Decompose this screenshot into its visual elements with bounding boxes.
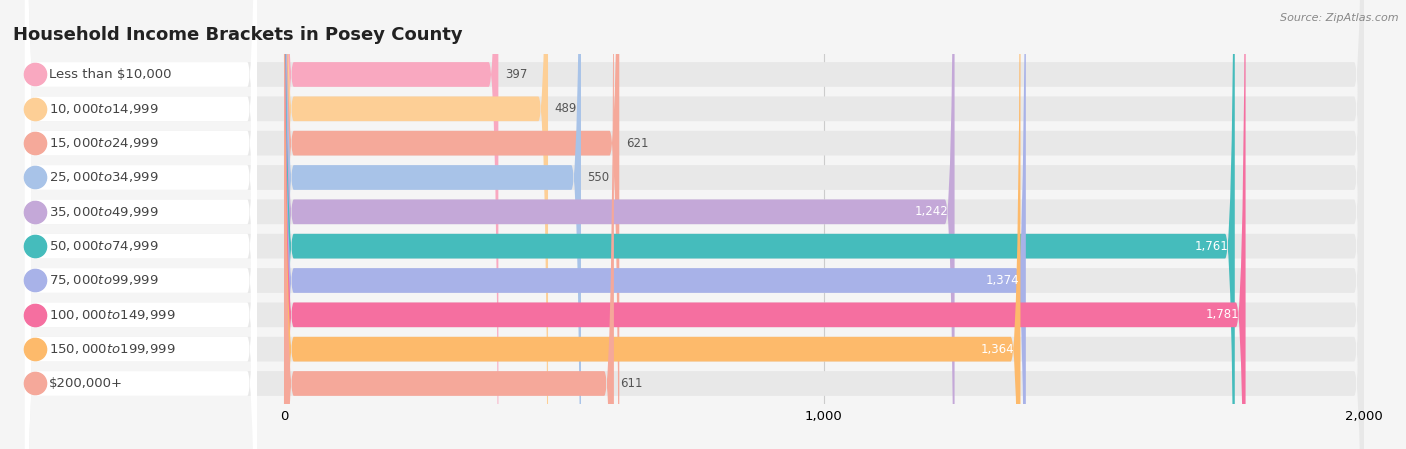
Text: Less than $10,000: Less than $10,000 [49,68,172,81]
FancyBboxPatch shape [284,0,1246,449]
Text: 489: 489 [554,102,576,115]
Text: $35,000 to $49,999: $35,000 to $49,999 [49,205,159,219]
FancyBboxPatch shape [25,0,1364,449]
FancyBboxPatch shape [284,0,548,449]
Text: 550: 550 [588,171,610,184]
FancyBboxPatch shape [25,0,257,449]
FancyBboxPatch shape [284,0,498,449]
FancyBboxPatch shape [284,0,1234,449]
Text: 1,242: 1,242 [914,205,948,218]
Text: 1,374: 1,374 [986,274,1019,287]
FancyBboxPatch shape [25,0,1364,449]
FancyBboxPatch shape [25,0,1364,449]
FancyBboxPatch shape [25,0,1364,449]
Text: 397: 397 [505,68,527,81]
Text: 1,364: 1,364 [980,343,1014,356]
Text: Source: ZipAtlas.com: Source: ZipAtlas.com [1281,13,1399,23]
FancyBboxPatch shape [25,0,1364,449]
Text: 611: 611 [620,377,643,390]
FancyBboxPatch shape [25,0,257,449]
FancyBboxPatch shape [25,0,1364,449]
Text: $100,000 to $149,999: $100,000 to $149,999 [49,308,176,322]
FancyBboxPatch shape [284,0,1021,449]
Text: $10,000 to $14,999: $10,000 to $14,999 [49,102,159,116]
FancyBboxPatch shape [284,0,955,449]
Text: 1,761: 1,761 [1195,240,1229,253]
Text: $15,000 to $24,999: $15,000 to $24,999 [49,136,159,150]
FancyBboxPatch shape [284,0,581,449]
FancyBboxPatch shape [25,0,257,449]
FancyBboxPatch shape [25,0,257,449]
FancyBboxPatch shape [284,0,619,449]
FancyBboxPatch shape [25,0,1364,449]
FancyBboxPatch shape [25,0,257,449]
FancyBboxPatch shape [25,0,257,449]
Text: 621: 621 [626,136,648,150]
FancyBboxPatch shape [25,0,257,449]
FancyBboxPatch shape [284,0,1026,449]
FancyBboxPatch shape [25,0,257,449]
FancyBboxPatch shape [284,0,614,449]
FancyBboxPatch shape [25,0,1364,449]
Text: $75,000 to $99,999: $75,000 to $99,999 [49,273,159,287]
Text: $50,000 to $74,999: $50,000 to $74,999 [49,239,159,253]
FancyBboxPatch shape [25,0,257,449]
Text: Household Income Brackets in Posey County: Household Income Brackets in Posey Count… [13,26,463,44]
Text: $25,000 to $34,999: $25,000 to $34,999 [49,171,159,185]
Text: $150,000 to $199,999: $150,000 to $199,999 [49,342,176,356]
FancyBboxPatch shape [25,0,257,449]
FancyBboxPatch shape [25,0,1364,449]
Text: $200,000+: $200,000+ [49,377,122,390]
Text: 1,781: 1,781 [1205,308,1239,321]
FancyBboxPatch shape [25,0,1364,449]
